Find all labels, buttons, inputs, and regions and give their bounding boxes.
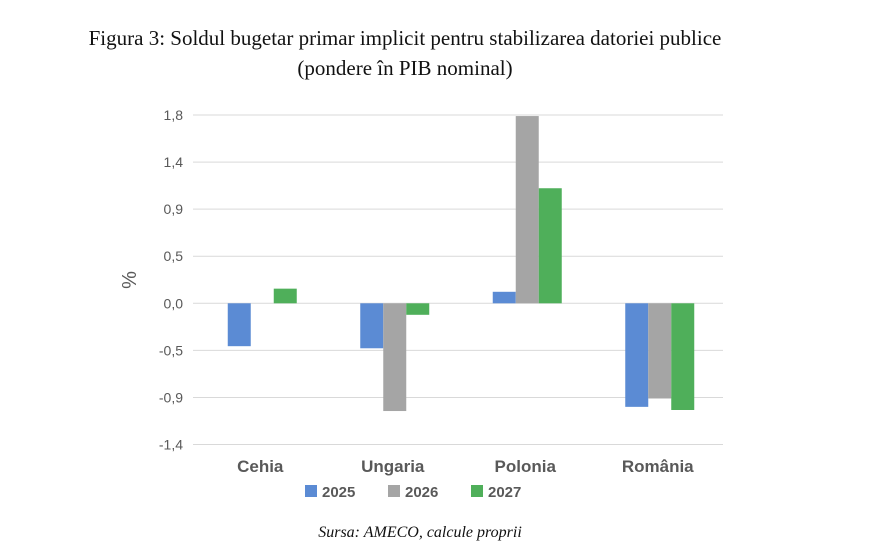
legend-label: 2027 [488, 484, 521, 501]
legend-swatch-2026 [388, 485, 400, 497]
x-tick-label: Polonia [495, 457, 557, 476]
bar-2026-polonia [515, 116, 539, 304]
legend-swatch-2027 [471, 485, 483, 497]
bar-2027-cehia [273, 288, 297, 304]
bar-2026-ungaria [383, 303, 407, 412]
bar-2027-ungaria [406, 303, 430, 315]
bar-2026-românia [648, 303, 672, 399]
legend-label: 2025 [322, 484, 355, 501]
bar-2025-cehia [227, 303, 251, 347]
x-tick-label: Cehia [237, 457, 284, 476]
y-tick-label: 1,4 [164, 154, 184, 170]
y-tick-label: 0,0 [164, 295, 184, 311]
legend-swatch-2025 [305, 485, 317, 497]
y-axis-label: % [119, 271, 141, 289]
y-tick-label: 0,9 [164, 201, 184, 217]
bar-2027-polonia [538, 188, 562, 304]
bar-2025-românia [625, 303, 649, 407]
y-tick-label: 0,5 [164, 248, 184, 264]
legend-label: 2026 [405, 484, 438, 501]
x-tick-label: România [622, 457, 694, 476]
bar-2025-polonia [492, 291, 516, 304]
y-tick-label: -0,5 [159, 342, 183, 358]
y-tick-label: 1,8 [164, 107, 184, 123]
chart-title: Figura 3: Soldul bugetar primar implicit… [88, 26, 722, 50]
bar-2025-ungaria [360, 303, 384, 349]
source-note: Sursa: AMECO, calcule proprii [318, 524, 522, 541]
y-tick-label: -0,9 [159, 389, 183, 405]
y-tick-label: -1,4 [159, 437, 183, 453]
chart-subtitle: (pondere în PIB nominal) [297, 56, 513, 80]
bar-2027-românia [671, 303, 695, 410]
x-tick-label: Ungaria [361, 457, 425, 476]
